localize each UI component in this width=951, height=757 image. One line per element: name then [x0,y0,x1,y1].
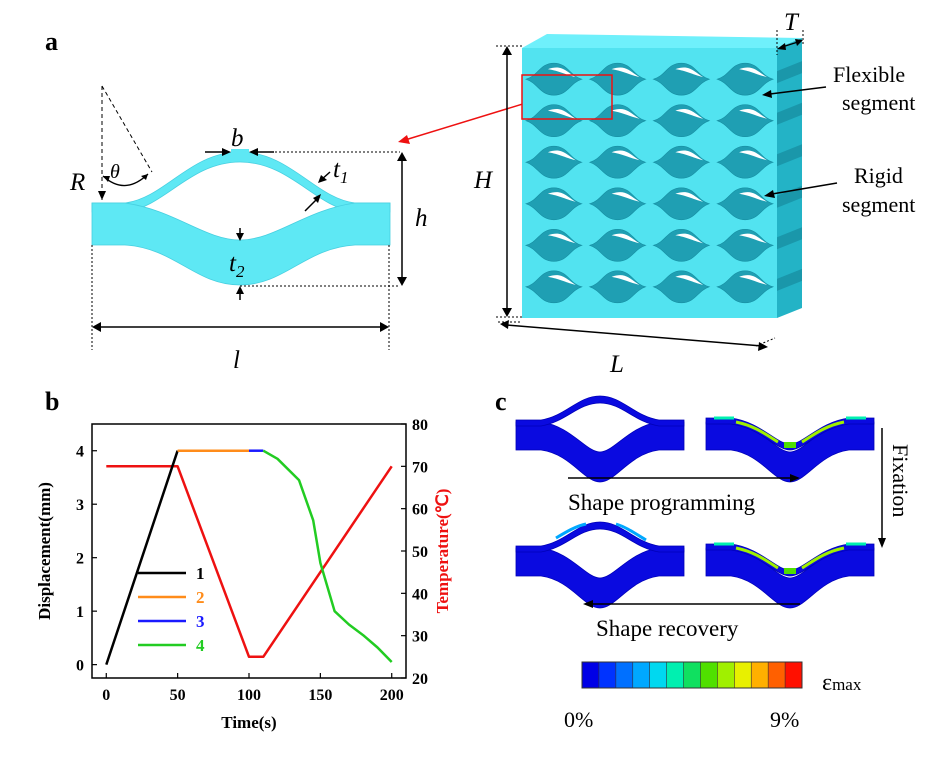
rigid-arch [91,202,391,286]
arch-top-cap [231,149,249,154]
zoom-box [521,74,613,120]
label-R: R [69,169,85,196]
y2-tick-label: 50 [412,544,428,561]
colorbar-swatch [700,662,718,688]
x-axis-label: Time(s) [221,713,276,732]
y-tick-label: 3 [76,497,84,514]
label-h: h [415,205,428,232]
y2-tick-label: 60 [412,502,428,519]
label-l: l [233,347,240,374]
flexible-segment-label-line2: segment [842,90,915,115]
colorbar-swatch [751,662,769,688]
colorbar-swatch [615,662,634,688]
x-tick-label: 50 [170,687,186,704]
y2-tick-label: 70 [412,459,428,476]
y2-tick-label: 40 [412,586,428,603]
x-tick-label: 200 [380,687,404,704]
panel-c-label: c [495,387,507,416]
y2-tick-label: 30 [412,629,428,646]
legend-label: 1 [196,564,205,583]
flexible-segment-label: Flexible [833,62,905,87]
label-theta: θ [110,161,120,183]
y2-axis-label: Temperature(℃) [433,489,452,614]
rigid-segment-label-line2: segment [842,192,915,217]
x-tick-label: 150 [308,687,332,704]
plot-frame [91,423,407,679]
label-T: T [784,9,800,36]
x-tick-label: 0 [102,687,110,704]
panel-b-label: b [45,387,59,416]
y-axis-label: Displacement(mm) [35,482,54,620]
colorbar-swatch [598,662,617,688]
y-tick-label: 4 [76,444,84,461]
series-line-1 [105,450,179,665]
colorbar-min-label: 0% [564,707,593,732]
epsilon-max-label: εmax [822,670,862,696]
panel-a-label: a [45,27,58,56]
colorbar-swatch [649,662,668,688]
fea-cell-1 [515,395,685,483]
colorbar-swatch [768,662,786,688]
colorbar-max-label: 9% [770,707,799,732]
label-H: H [473,167,494,194]
y2-tick-label: 20 [412,671,428,688]
unit-cell-diagram [91,85,407,350]
colorbar-swatch [717,662,735,688]
strain-colorbar [581,661,803,689]
colorbar-swatch [582,662,600,688]
label-L: L [609,351,624,378]
shape-programming-text: Shape programming [568,490,756,515]
shape-recovery-text: Shape recovery [596,616,739,641]
label-t1: t1 [333,156,348,187]
label-b-dim: b [231,125,244,152]
metamaterial-block [522,34,802,318]
temperature-line [106,465,393,659]
colorbar-swatch [785,662,803,688]
colorbar-swatch [734,662,752,688]
y2-tick-label: 80 [412,417,428,434]
colorbar-swatch [632,662,651,688]
legend-label: 4 [196,636,205,655]
colorbar-swatch [683,662,701,688]
colorbar-swatch [666,662,685,688]
y-tick-label: 2 [76,551,84,568]
fixation-text: Fixation [888,444,913,517]
series-line-4 [262,449,393,663]
label-t2: t2 [229,250,245,281]
legend-label: 3 [196,612,205,631]
line-chart: 0 50 100 150 200 0 1 2 3 4 20 30 40 50 60 70 80 Time(s) Di… [35,417,452,732]
fea-cell-3 [515,521,685,609]
y-tick-label: 1 [76,604,84,621]
legend-label: 2 [196,588,205,607]
rigid-segment-label: Rigid [854,163,903,188]
fea-cell-4 [705,542,875,609]
fea-cell-2 [705,416,875,483]
x-tick-label: 100 [237,687,261,704]
y-tick-label: 0 [76,658,84,675]
